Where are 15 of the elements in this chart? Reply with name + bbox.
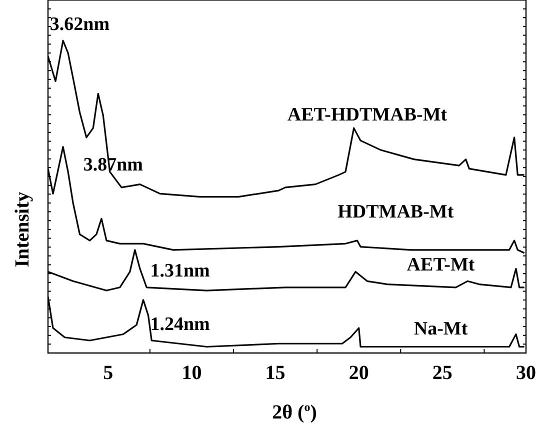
text: 3.62nm	[50, 14, 110, 35]
x-tick-label: 20	[348, 362, 369, 384]
x-tick-label: 30	[516, 362, 536, 384]
x-tick-label: 5	[103, 362, 114, 384]
x-axis-title: 2θ ($^{o}$)	[271, 400, 318, 425]
x-tick-label: 10	[182, 362, 202, 384]
series-label: Na-Mt	[414, 318, 468, 340]
series-label: HDTMAB-Mt	[338, 201, 454, 222]
annotation: 1.31nm	[150, 260, 210, 282]
annotation: 1.24nm	[150, 314, 210, 335]
series-label: AET-Mt	[406, 254, 476, 276]
y-axis-title: Intensity	[12, 190, 34, 270]
series-label: AET-HDTMAB-Mt	[287, 104, 448, 126]
x-tick-label: 15	[265, 362, 286, 384]
x-tick-label: 25	[432, 362, 452, 384]
